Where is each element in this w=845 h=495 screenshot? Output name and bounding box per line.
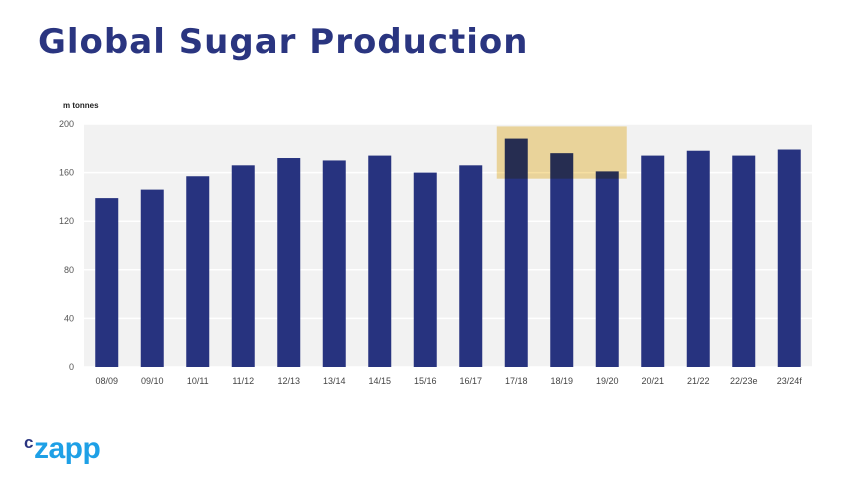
- x-tick-label: 23/24f: [777, 376, 803, 386]
- bar: [641, 155, 665, 367]
- x-tick-label: 15/16: [414, 376, 437, 386]
- czapp-logo: czapp: [24, 432, 101, 466]
- logo-text: zapp: [33, 432, 101, 465]
- bar: [686, 150, 710, 367]
- bar: [322, 160, 346, 367]
- x-tick-label: 14/15: [368, 376, 391, 386]
- page-title: Global Sugar Production: [38, 22, 529, 62]
- y-tick-label: 80: [64, 265, 74, 275]
- x-tick-label: 13/14: [323, 376, 346, 386]
- y-axis-label: m tonnes: [63, 101, 99, 110]
- x-tick-label: 17/18: [505, 376, 528, 386]
- bar: [595, 171, 619, 367]
- x-tick-label: 22/23e: [730, 376, 758, 386]
- bar: [413, 172, 437, 367]
- bar: [459, 165, 483, 367]
- bar: [95, 198, 119, 367]
- bar: [732, 155, 756, 367]
- x-tick-label: 08/09: [95, 376, 118, 386]
- highlight-box: [496, 126, 627, 179]
- bar: [777, 149, 801, 367]
- y-tick-label: 40: [64, 313, 74, 323]
- x-tick-label: 11/12: [232, 376, 254, 386]
- bar: [140, 189, 164, 367]
- bar: [231, 165, 255, 367]
- y-tick-label: 160: [59, 168, 74, 178]
- bar-chart: 0 40 80 120 160 200 m tonnes 08/09 09/10 10/11 11/…: [59, 101, 812, 386]
- x-tick-label: 09/10: [141, 376, 164, 386]
- bar: [277, 158, 301, 367]
- x-tick-label: 20/21: [641, 376, 664, 386]
- y-tick-label: 0: [69, 362, 74, 372]
- x-tick-label: 18/19: [550, 376, 573, 386]
- bar: [550, 153, 574, 367]
- x-tick-label: 12/13: [277, 376, 300, 386]
- x-tick-label: 16/17: [459, 376, 482, 386]
- x-tick-label: 19/20: [596, 376, 619, 386]
- bar: [368, 155, 392, 367]
- y-tick-label: 200: [59, 119, 74, 129]
- bar: [186, 176, 210, 367]
- bar: [504, 138, 528, 367]
- logo-prefix: c: [24, 433, 33, 452]
- x-tick-label: 21/22: [687, 376, 710, 386]
- x-tick-label: 10/11: [187, 376, 209, 386]
- y-tick-label: 120: [59, 216, 74, 226]
